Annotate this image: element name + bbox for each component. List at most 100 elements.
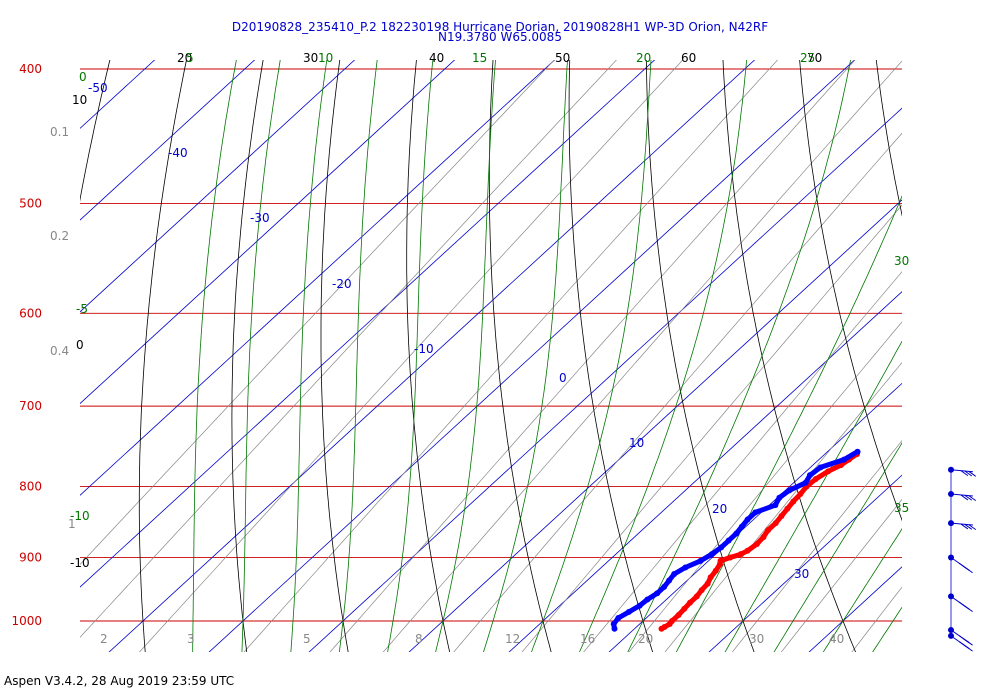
dewpoint-profile-point (772, 502, 779, 509)
dewpoint-profile-point (725, 537, 732, 544)
mixing-ratio-line (664, 362, 902, 652)
mixing-ratio-label: 0.4 (50, 344, 69, 358)
mixing-ratio-line (956, 38, 1000, 656)
wind-barb-flag (960, 470, 969, 477)
dewpoint-profile-point (615, 614, 622, 621)
isotherm-label: 0 (559, 371, 567, 385)
wind-barb-flag (964, 494, 973, 501)
mixing-ratio-line (628, 321, 902, 652)
isotherm-line (708, 474, 902, 652)
temperature-profile-point (716, 561, 723, 568)
dry-adiabat-label: 10 (72, 93, 87, 107)
dewpoint-profile-point (733, 530, 740, 537)
wind-barb-flag (968, 495, 977, 502)
dry-adiabat-line (320, 60, 349, 652)
dry-adiabat-label: -10 (70, 556, 90, 570)
mixing-ratio-line (780, 498, 902, 652)
dewpoint-profile-point (738, 523, 745, 530)
wind-barb-flag (964, 470, 973, 477)
temperature-profile-point (698, 587, 705, 594)
temperature-profile-point (693, 593, 700, 600)
dewpoint-profile-point (610, 621, 617, 628)
isotherm-label: -50 (88, 81, 108, 95)
moist-adiabat-line (627, 60, 851, 652)
mixing-ratio-label: 0.2 (50, 229, 69, 243)
mixing-ratio-label: 5 (303, 632, 311, 646)
moist-adiabat-line (531, 60, 652, 652)
dry-adiabat-label: 0 (76, 338, 84, 352)
temperature-profile-point (666, 621, 673, 628)
chart-subtitle: N19.3780 W65.0085 (438, 30, 562, 44)
isotherm-line (308, 107, 902, 652)
temperature-profile-point (744, 547, 751, 554)
mixing-ratio-label: 12 (505, 632, 520, 646)
temperature-profile-point (658, 625, 665, 632)
dewpoint-profile-point (682, 564, 689, 571)
dewpoint-profile-point (636, 602, 643, 609)
dewpoint-profile-point (644, 596, 651, 603)
moist-adiabat-line (579, 60, 748, 652)
dewpoint-profile-point (718, 544, 725, 551)
temperature-profile-point (707, 574, 714, 581)
mixing-ratio-label: 40 (829, 632, 844, 646)
moist-adiabat-line (435, 60, 496, 652)
dewpoint-profile-point (817, 464, 824, 471)
isotherm-line (80, 60, 356, 313)
dewpoint-profile-point (697, 557, 704, 564)
mixing-ratio-label: 1 (68, 517, 76, 531)
dewpoint-profile-point (802, 479, 809, 486)
dry-adiabat-line (231, 60, 264, 652)
isotherm-line (80, 60, 556, 496)
mixing-ratio-line (731, 440, 902, 652)
wind-barb-flag (968, 524, 977, 531)
wind-barb-flag (965, 639, 973, 646)
mixing-ratio-line (80, 60, 555, 565)
temperature-profile-point (681, 605, 688, 612)
mixing-ratio-line (851, 586, 902, 652)
dewpoint-profile-point (744, 516, 751, 523)
temperature-profile-point (825, 468, 832, 475)
dry-adiabat-label: 60 (681, 51, 696, 65)
dry-adiabat-line (80, 60, 111, 202)
moist-adiabat-label: 15 (472, 51, 487, 65)
temperature-profile-point (737, 551, 744, 558)
dewpoint-profile-point (854, 448, 861, 455)
mixing-ratio-line (329, 60, 856, 652)
moist-adiabat-label: 5 (186, 51, 194, 65)
temperature-profile-point (712, 567, 719, 574)
dry-adiabat-line (645, 60, 755, 652)
isotherm-line (508, 291, 902, 652)
moist-adiabat-label: 0 (79, 70, 87, 84)
dry-adiabat-label: 70 (807, 51, 822, 65)
temperature-profile-point (790, 498, 797, 505)
moist-adiabat-line (387, 60, 434, 652)
mixing-ratio-label: 2 (100, 632, 108, 646)
isotherm-label: -30 (250, 211, 270, 225)
dewpoint-profile-point (611, 625, 618, 632)
isobar-label: 800 (19, 480, 42, 494)
dewpoint-profile-point (752, 509, 759, 516)
temperature-profile-point (704, 580, 711, 587)
moist-adiabat-label: -10 (70, 509, 90, 523)
moist-adiabat-line (822, 528, 902, 652)
dewpoint-profile-point (625, 608, 632, 615)
temperature-profile-point (760, 534, 767, 541)
isotherm-line (108, 60, 756, 652)
dry-adiabat-line (722, 60, 857, 652)
isotherm-line (80, 60, 656, 588)
dewpoint-profile-point (776, 494, 783, 501)
isotherm-label: 10 (629, 436, 644, 450)
wind-barb-flag (968, 470, 977, 477)
isobar-label: 500 (19, 196, 42, 210)
moist-adiabat-line (338, 60, 378, 652)
wind-barb-flag (960, 523, 969, 530)
dewpoint-profile-point (654, 590, 661, 597)
dewpoint-profile-point (840, 456, 847, 463)
mixing-ratio-label: 20 (638, 632, 653, 646)
dry-adiabat-line (875, 60, 902, 217)
moist-adiabat-line (675, 195, 902, 652)
isotherm-label: 20 (712, 502, 727, 516)
mixing-ratio-line (80, 60, 617, 638)
moist-adiabat-line (773, 442, 902, 652)
